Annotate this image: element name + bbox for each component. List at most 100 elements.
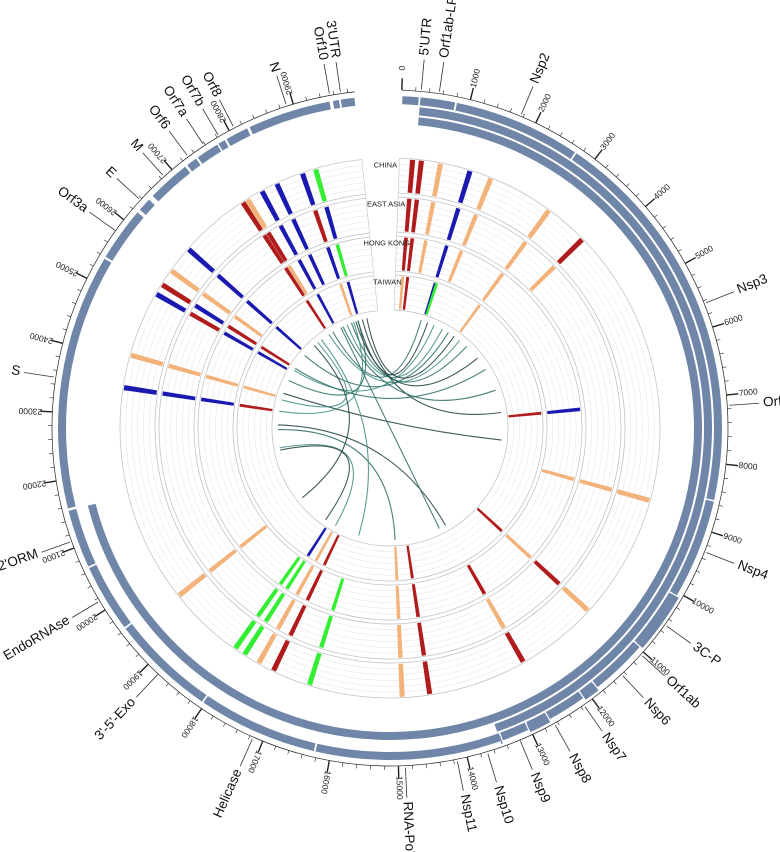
region-ring-line	[143, 181, 637, 675]
minor-tick	[571, 139, 575, 144]
mutation-mark	[415, 160, 424, 194]
gene-leader-line	[705, 291, 735, 304]
minor-tick	[662, 225, 667, 229]
mutation-link	[280, 445, 350, 520]
minor-tick	[676, 607, 680, 610]
mutation-mark	[275, 599, 296, 630]
gene-leader-line	[584, 706, 603, 732]
mutation-link	[328, 333, 461, 384]
tick-label: 0	[397, 65, 407, 70]
minor-tick	[278, 104, 281, 109]
major-tick	[642, 651, 653, 661]
mutation-mark	[504, 240, 528, 271]
mutation-mark	[295, 565, 315, 596]
minor-tick	[439, 762, 441, 767]
mutation-mark	[274, 182, 293, 215]
region-label: HONG KONG	[363, 239, 410, 248]
major-tick	[222, 119, 230, 132]
mutation-mark	[223, 331, 254, 351]
region-ring-line	[197, 235, 583, 621]
tick-label: 8000	[738, 460, 758, 472]
tick-label: 22000	[22, 478, 47, 492]
minor-tick	[626, 183, 630, 187]
mutation-mark	[200, 397, 235, 406]
minor-tick	[252, 114, 255, 119]
minor-tick	[109, 621, 114, 625]
tick-label: 13000	[533, 741, 552, 767]
major-tick	[712, 322, 725, 328]
region-ring-line	[119, 157, 661, 699]
minor-tick	[274, 745, 277, 750]
mutation-mark	[335, 243, 348, 277]
mutation-mark	[562, 586, 590, 613]
major-tick	[725, 463, 739, 467]
tick-label: 29000	[278, 70, 294, 96]
major-tick	[711, 531, 724, 537]
gene-label: Orf10	[311, 25, 332, 61]
region-rings	[119, 157, 661, 699]
minor-tick	[623, 671, 627, 676]
mutation-mark	[485, 598, 506, 629]
gene-label: 3'-5'-Exo	[91, 694, 138, 742]
mutation-mark	[397, 624, 403, 658]
gene-leader-line	[24, 372, 54, 378]
mutation-mark	[288, 604, 307, 637]
mutation-mark	[245, 198, 268, 229]
minor-tick	[75, 560, 80, 563]
minor-tick	[721, 491, 726, 493]
gene-leader-line	[729, 402, 760, 406]
gene-leader-line	[72, 601, 99, 618]
region-ring-line	[232, 270, 548, 586]
mutation-mark	[285, 560, 306, 590]
gene-label: Orf1a	[763, 392, 780, 409]
gene-leader-line	[186, 118, 204, 145]
minor-tick	[180, 157, 183, 162]
gene-band	[58, 258, 112, 509]
tick-label: 18000	[179, 715, 201, 740]
minor-tick	[135, 653, 139, 658]
region-ring-line	[182, 220, 598, 636]
mutation-mark	[233, 619, 257, 650]
region-ring-line	[221, 259, 559, 597]
gene-label: EndoRNAse	[1, 612, 72, 663]
mutation-link	[293, 324, 435, 392]
gene-band	[340, 97, 356, 108]
gene-band	[226, 128, 251, 147]
minor-tick	[583, 147, 587, 152]
gene-band	[187, 158, 201, 172]
mutation-mark	[160, 282, 192, 305]
minor-tick	[706, 544, 711, 547]
region-ring-line	[215, 253, 565, 603]
region-ring-line	[164, 202, 616, 654]
mutation-mark	[466, 564, 487, 595]
mutation-mark	[278, 224, 298, 256]
mutation-link	[342, 326, 496, 401]
mutation-mark	[297, 259, 317, 290]
mutation-mark	[432, 163, 444, 197]
minor-tick	[81, 573, 86, 576]
gene-band	[419, 97, 456, 111]
region-ring-line	[242, 280, 538, 576]
mutation-mark	[259, 190, 280, 222]
minor-tick	[346, 88, 348, 93]
minor-tick	[716, 339, 721, 341]
major-tick	[75, 272, 88, 279]
minor-tick	[61, 521, 66, 524]
region-ring-line	[137, 175, 643, 681]
gene-band-sub	[545, 691, 584, 719]
tick-label: 14000	[465, 766, 480, 792]
mutation-mark	[527, 209, 551, 239]
region-labels: CHINA EAST ASIA HONG KONG TAIWAN	[363, 161, 410, 287]
minor-tick	[678, 249, 682, 252]
gene-band	[249, 101, 331, 135]
mutation-mark	[476, 507, 503, 533]
minor-tick	[57, 507, 62, 510]
gene-band-sub	[500, 722, 529, 741]
mutation-mark	[339, 283, 353, 316]
mutation-mark	[201, 291, 232, 315]
gene-band	[455, 102, 575, 159]
minor-tick	[547, 125, 551, 130]
minor-tick	[332, 90, 335, 95]
mutation-mark	[305, 299, 326, 329]
